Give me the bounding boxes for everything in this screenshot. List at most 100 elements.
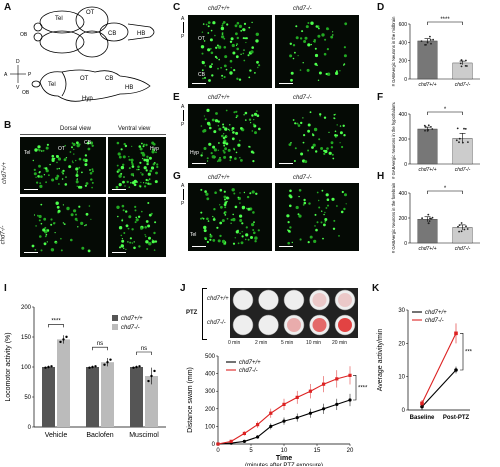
gfp-cell xyxy=(137,215,141,218)
y-tick-label: 200 xyxy=(205,407,216,413)
legend-swatch xyxy=(112,324,118,330)
gfp-cell xyxy=(35,225,37,227)
gfp-cell xyxy=(50,248,55,252)
data-point xyxy=(456,127,459,130)
gfp-cell xyxy=(315,150,318,153)
gfp-cell xyxy=(145,182,148,184)
scale-bar xyxy=(112,252,126,253)
gfp-cell xyxy=(206,121,211,126)
gfp-cell xyxy=(153,231,156,235)
gfp-cell xyxy=(313,239,317,243)
lateral-brain-outline xyxy=(31,69,151,102)
j-time-labels: 0 min 2 min 5 min 10 min 20 min xyxy=(228,340,360,350)
gfp-cell xyxy=(91,168,94,171)
panel-letter-a: A xyxy=(4,2,12,13)
gfp-cell xyxy=(304,36,308,40)
j-time-2: 2 min xyxy=(255,340,268,346)
significance-bracket xyxy=(427,21,463,25)
gfp-cell xyxy=(318,138,321,141)
gfp-cell xyxy=(206,240,209,244)
compass-v: V xyxy=(16,85,20,91)
data-point xyxy=(229,439,233,443)
gfp-cell xyxy=(238,24,242,28)
gfp-cell xyxy=(254,236,258,240)
gfp-cell xyxy=(84,154,88,157)
gfp-cell xyxy=(203,229,207,233)
compass-d: D xyxy=(16,59,20,65)
gfp-cell xyxy=(214,119,219,123)
gfp-cell xyxy=(295,36,299,40)
significance-label: **** xyxy=(358,386,368,392)
gfp-cell xyxy=(151,239,154,241)
gfp-cell xyxy=(292,57,295,60)
x-tick-label: Post-PTZ xyxy=(443,415,470,421)
gfp-cell xyxy=(235,110,238,113)
gfp-cell xyxy=(131,145,133,147)
panel-letter-i: I xyxy=(4,283,7,294)
x-tick-label: chd7-/- xyxy=(455,167,471,173)
data-point xyxy=(242,431,246,436)
gfp-cell xyxy=(68,165,72,169)
data-point xyxy=(460,222,463,224)
gfp-cell xyxy=(43,242,47,246)
gfp-cell xyxy=(317,34,321,38)
gfp-cell xyxy=(217,67,219,70)
gfp-cell xyxy=(290,71,294,75)
gfp-cell xyxy=(229,155,232,159)
gfp-cell xyxy=(130,161,134,164)
gfp-cell xyxy=(71,160,74,162)
gfp-cell xyxy=(123,176,125,178)
gfp-cell xyxy=(320,147,324,150)
gfp-cell xyxy=(253,221,255,224)
gfp-cell xyxy=(85,212,89,216)
data-point xyxy=(256,435,260,439)
gfp-cell xyxy=(241,231,243,233)
gfp-cell xyxy=(155,171,158,175)
swim-trace xyxy=(338,318,352,332)
gfp-cell xyxy=(250,50,254,54)
gfp-cell xyxy=(217,239,221,243)
data-point xyxy=(256,423,260,427)
gfp-cell xyxy=(218,158,222,162)
gfp-cell xyxy=(303,201,307,205)
gfp-cell xyxy=(91,186,93,189)
gfp-cell xyxy=(325,193,329,197)
gfp-cell xyxy=(123,232,126,234)
gfp-cell xyxy=(118,183,122,187)
gfp-cell xyxy=(207,48,211,52)
gfp-cell xyxy=(210,29,213,32)
bar xyxy=(417,128,438,165)
gfp-cell xyxy=(62,172,64,175)
gfp-cell xyxy=(143,158,147,162)
gfp-cell xyxy=(294,147,297,150)
gfp-cell xyxy=(314,213,317,216)
gfp-cell xyxy=(125,210,128,213)
gfp-cell xyxy=(141,142,143,145)
gfp-cell xyxy=(221,35,225,39)
legend-label: chd7+/+ xyxy=(425,310,447,316)
gfp-cell xyxy=(122,155,126,159)
gfp-cell xyxy=(253,231,256,235)
gfp-cell xyxy=(147,202,150,204)
significance-label: **** xyxy=(51,318,61,324)
gfp-cell xyxy=(148,236,151,240)
gfp-cell xyxy=(33,172,37,176)
g-axis-a: A xyxy=(181,183,185,189)
gfp-cell xyxy=(223,133,225,135)
gfp-cell xyxy=(154,221,157,224)
gfp-cell xyxy=(311,146,314,149)
gfp-cell xyxy=(151,150,155,154)
gfp-cell xyxy=(333,117,335,119)
gfp-cell xyxy=(345,203,347,205)
gfp-cell xyxy=(211,118,215,122)
gfp-cell xyxy=(84,184,87,187)
gfp-cell xyxy=(303,134,306,137)
gfp-cell xyxy=(120,244,124,248)
gfp-cell xyxy=(316,191,319,194)
gfp-cell xyxy=(234,205,238,209)
gfp-cell xyxy=(60,249,63,252)
gfp-cell xyxy=(303,198,306,202)
gfp-cell xyxy=(239,139,241,142)
gfp-cell xyxy=(237,143,241,147)
j-row-wt: chd7+/+ xyxy=(207,296,229,302)
